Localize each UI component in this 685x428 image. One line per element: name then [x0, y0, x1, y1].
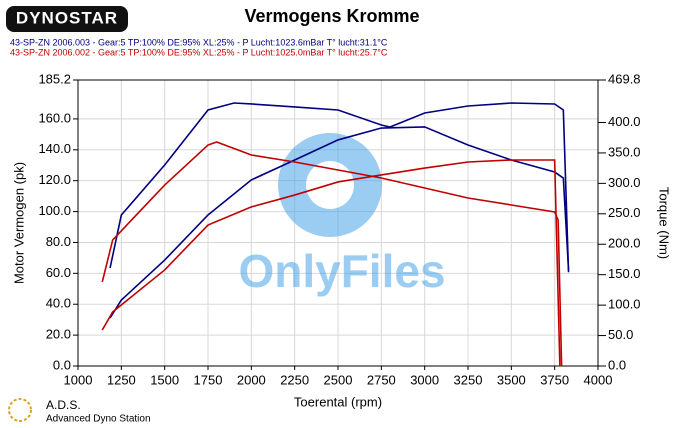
x-tick-label: 1250 — [107, 372, 136, 387]
subtitle: 43-SP-ZN 2006.002 - Gear:5 TP:100% DE:95… — [10, 47, 388, 57]
x-tick-label: 1750 — [194, 372, 223, 387]
logo-box — [6, 6, 128, 32]
y-tick-label: 140.0 — [38, 141, 71, 156]
y2-tick-label: 350.0 — [608, 144, 641, 159]
y-tick-label: 80.0 — [46, 234, 71, 249]
x-tick-label: 2500 — [324, 372, 353, 387]
y2-tick-label: 300.0 — [608, 175, 641, 190]
y2-tick-label: 469.8 — [608, 71, 641, 86]
y-tick-label: 60.0 — [46, 265, 71, 280]
y-tick-label: 100.0 — [38, 203, 71, 218]
series-line — [109, 102, 570, 273]
x-tick-label: 2000 — [237, 372, 266, 387]
subtitle: 43-SP-ZN 2006.003 - Gear:5 TP:100% DE:95… — [10, 37, 388, 47]
y2-tick-label: 400.0 — [608, 114, 641, 129]
chart-title: Vermogens Kromme — [244, 6, 419, 26]
x-tick-label: 3000 — [410, 372, 439, 387]
x-tick-label: 3500 — [497, 372, 526, 387]
x-tick-label: 1000 — [64, 372, 93, 387]
watermark: OnlyFiles — [238, 245, 445, 297]
y-tick-label: 120.0 — [38, 172, 71, 187]
x-tick-label: 3750 — [540, 372, 569, 387]
y-tick-label: 20.0 — [46, 327, 71, 342]
x-axis-label: Toerental (rpm) — [294, 394, 382, 409]
y2-tick-label: 100.0 — [608, 297, 641, 312]
x-tick-label: 2250 — [280, 372, 309, 387]
footer-subtitle: Advanced Dyno Station — [46, 414, 151, 425]
y2-tick-label: 200.0 — [608, 236, 641, 251]
x-tick-label: 4000 — [584, 372, 613, 387]
plot-border — [77, 79, 599, 367]
series-line — [109, 126, 570, 319]
series-line — [101, 159, 561, 367]
x-tick-label: 3250 — [454, 372, 483, 387]
footer-logo — [8, 398, 32, 422]
y-tick-label: 40.0 — [46, 296, 71, 311]
y2-tick-label: 150.0 — [608, 266, 641, 281]
x-tick-label: 2750 — [367, 372, 396, 387]
y2-axis-label: Torque (Nm) — [657, 187, 672, 259]
series-line — [101, 141, 563, 367]
y-tick-label: 185.2 — [38, 71, 71, 86]
logo: DYNOSTAR — [16, 8, 118, 27]
y-tick-label: 160.0 — [38, 110, 71, 125]
y2-tick-label: 0.0 — [608, 357, 626, 372]
y2-tick-label: 50.0 — [608, 327, 633, 342]
y2-tick-label: 250.0 — [608, 205, 641, 220]
y-tick-label: 0.0 — [53, 357, 71, 372]
footer-name: A.D.S. — [46, 398, 81, 412]
y-axis-label: Motor Vermogen (pk) — [11, 162, 26, 284]
x-tick-label: 1500 — [150, 372, 179, 387]
